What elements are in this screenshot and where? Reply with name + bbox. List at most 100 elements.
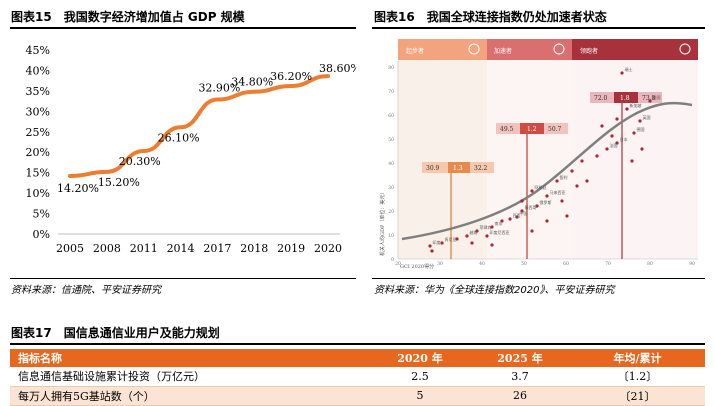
table-cell: 26 bbox=[470, 386, 570, 406]
zone-accelerator-bg bbox=[487, 39, 572, 259]
fig15-title-rule bbox=[10, 27, 356, 29]
svg-text:72.0: 72.0 bbox=[594, 95, 608, 102]
fig15-y-tick-label: 20% bbox=[26, 146, 50, 159]
fig15-data-label: 14.20% bbox=[57, 182, 99, 195]
svg-text:30.9: 30.9 bbox=[426, 165, 440, 172]
fig16-country-point bbox=[630, 159, 634, 163]
fig15-data-label: 32.90% bbox=[198, 81, 240, 94]
fig16-country-point bbox=[560, 199, 564, 203]
fig16-y-tick-label: 70 bbox=[388, 89, 394, 95]
fig16-country-point bbox=[530, 189, 534, 193]
fig16-country-label: 南非 bbox=[495, 220, 503, 226]
fig16-country-point bbox=[638, 119, 642, 123]
fig15-data-label: 26.10% bbox=[158, 131, 200, 144]
table-cell: 3.7 bbox=[470, 367, 570, 387]
svg-text:1.3: 1.3 bbox=[453, 165, 463, 172]
table-header-row: 指标名称 2020 年 2025 年 年均/累计 bbox=[10, 349, 705, 367]
fig16-country-label: 巴西 bbox=[513, 213, 521, 218]
zone-accelerator-header bbox=[487, 39, 572, 60]
fig16-source-rule bbox=[372, 278, 705, 279]
svg-text:73.8: 73.8 bbox=[642, 95, 656, 102]
svg-text:32.2: 32.2 bbox=[474, 165, 488, 172]
fig15-source-rule bbox=[10, 278, 356, 279]
fig16-country-label: 肯尼亚 bbox=[445, 236, 457, 242]
starter-icon bbox=[468, 43, 480, 55]
leader-range-box: 72.0 1.8 73.8 bbox=[590, 92, 662, 103]
fig16-y-tick-label: 0 bbox=[391, 257, 394, 263]
fig16-source: 资料来源：华为《全球连接指数2020》、平安证券研究 bbox=[374, 285, 615, 296]
fig16-country-point bbox=[632, 131, 636, 135]
table-cell: 5 bbox=[370, 386, 470, 406]
fig15-x-tick-label: 2017 bbox=[203, 242, 231, 255]
fig16-country-point bbox=[490, 225, 494, 229]
table-cell: 信息通信基础设施累计投资（万亿元） bbox=[10, 367, 370, 387]
fig16-country-point bbox=[485, 234, 489, 238]
fig15-x-tick-label: 2020 bbox=[314, 242, 342, 255]
fig15-data-label: 34.80% bbox=[231, 76, 273, 89]
fig16-country-label: 俄罗斯 bbox=[540, 199, 552, 205]
accelerator-range-box: 49.5 1.2 50.7 bbox=[496, 123, 568, 134]
fig17-title-rule bbox=[10, 343, 705, 345]
fig16-country-label: 印度尼西亚 bbox=[490, 229, 510, 235]
fig16-y-tick-label: 30 bbox=[388, 185, 394, 191]
fig15-y-tick-label: 10% bbox=[26, 187, 50, 200]
fig16-country-label: 英国 bbox=[643, 114, 651, 120]
fig16-country-point bbox=[620, 71, 624, 75]
table-header-cell: 年均/累计 bbox=[570, 349, 705, 367]
table-row: 信息通信基础设施累计投资（万亿元） 2.5 3.7 〔1.2〕 bbox=[10, 367, 705, 387]
zone-leader-header bbox=[572, 39, 698, 60]
fig16-country-point bbox=[595, 154, 599, 158]
zone-accelerator-label: 加速者 bbox=[494, 47, 512, 55]
table-cell: 每万人拥有5G基站数（个） bbox=[10, 386, 370, 406]
svg-text:1.2: 1.2 bbox=[527, 126, 537, 133]
fig16-country-point bbox=[605, 147, 609, 151]
table-cell: 〔21〕 bbox=[570, 386, 705, 406]
table-header-cell: 2020 年 bbox=[370, 349, 470, 367]
fig16-x-tick-label: 30 bbox=[437, 261, 443, 267]
fig16-country-point bbox=[440, 241, 444, 245]
fig15-data-label: 20.30% bbox=[119, 155, 161, 168]
fig16-country-point bbox=[625, 107, 629, 111]
fig16-country-point bbox=[515, 215, 519, 219]
fig15-data-label: 38.60% bbox=[319, 62, 356, 75]
fig15-y-tick-label: 40% bbox=[26, 64, 50, 77]
fig15-x-tick-label: 2008 bbox=[93, 242, 121, 255]
fig16-y-tick-label: 20 bbox=[388, 209, 394, 215]
fig16-country-label: 马来西亚 bbox=[550, 189, 566, 195]
svg-text:49.5: 49.5 bbox=[500, 126, 514, 133]
fig16-country-point bbox=[430, 249, 434, 253]
fig15-x-tick-label: 2019 bbox=[277, 242, 305, 255]
fig16-country-point bbox=[615, 117, 619, 121]
fig16-country-label: 中国 bbox=[520, 210, 528, 216]
fig16-country-point bbox=[545, 219, 549, 223]
fig16-country-point bbox=[640, 147, 644, 151]
fig16-x-tick-label: 40 bbox=[479, 261, 485, 267]
fig15-y-tick-label: 15% bbox=[26, 167, 50, 180]
fig16-y-tick-label: 40 bbox=[388, 161, 394, 167]
fig15-series-line bbox=[68, 74, 330, 178]
fig16-country-point bbox=[530, 229, 534, 233]
svg-text:1.8: 1.8 bbox=[620, 95, 630, 102]
fig16-country-label: 新加坡 bbox=[630, 102, 642, 108]
fig15-y-tick-label: 30% bbox=[26, 105, 50, 118]
leader-icon bbox=[679, 43, 691, 55]
fig16-country-point bbox=[508, 217, 512, 221]
fig16-country-point bbox=[520, 209, 524, 213]
fig16-y-tick-label: 50 bbox=[388, 137, 394, 143]
fig15-x-tick-label: 2014 bbox=[167, 242, 195, 255]
fig16-x-tick-label: 90 bbox=[689, 261, 695, 267]
fig15-title: 图表15 我国数字经济增加值占 GDP 规模 bbox=[11, 10, 245, 24]
fig15-y-tick-label: 25% bbox=[26, 126, 50, 139]
fig16-country-point bbox=[570, 169, 574, 173]
fig16-y-tick-label: 60 bbox=[388, 113, 394, 119]
fig16-country-point bbox=[470, 241, 474, 245]
fig16-country-point bbox=[455, 237, 459, 241]
zone-leader-label: 领跑者 bbox=[580, 47, 598, 55]
fig16-connectivity-chart: 起步者 加速者 领跑者 0 10 20 30 40 50 60 70 80 20 30 40 50 60… bbox=[372, 31, 705, 271]
fig16-country-point bbox=[610, 134, 614, 138]
fig16-x-tick-label: 70 bbox=[605, 261, 611, 267]
fig16-country-point bbox=[500, 219, 504, 223]
zone-starter-bg bbox=[398, 39, 487, 259]
table-cell: 〔1.2〕 bbox=[570, 367, 705, 387]
fig16-title: 图表16 我国全球连接指数仍处加速者状态 bbox=[374, 10, 607, 24]
